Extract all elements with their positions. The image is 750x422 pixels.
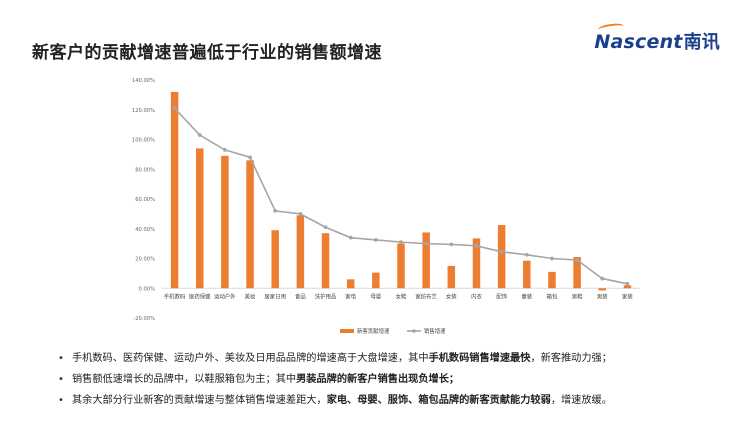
line-point <box>424 241 429 246</box>
bar <box>372 272 380 289</box>
y-tick-label: 140.00% <box>132 78 155 84</box>
bar <box>573 257 581 289</box>
bar <box>447 265 456 289</box>
bullet-text: 手机数码、医药保健、运动户外、美妆及日用品品牌的增速高于大盘增速，其中 <box>72 353 429 364</box>
x-tick-label: 洗护用品 <box>315 292 337 300</box>
legend-swatch-bar <box>340 329 354 333</box>
bar <box>497 225 506 289</box>
line-point <box>348 235 353 240</box>
line-point <box>248 155 252 160</box>
y-tick-label: 0.00% <box>139 286 156 292</box>
sales-growth-chart: 140.00% 120.00% 100.00% 80.00% 60.00% 40.00% 2… <box>132 78 640 335</box>
x-tick-label: 家装 <box>622 292 633 300</box>
line-point <box>273 209 278 213</box>
bullet-item: 手机数码、医药保健、运动户外、美妆及日用品品牌的增速高于大盘增速，其中手机数码销… <box>58 348 732 369</box>
x-tick-label: 箱包 <box>547 292 558 300</box>
y-tick-label: 40.00% <box>135 227 155 233</box>
line-series-group <box>172 106 630 286</box>
bullet-emphasis: 手机数码销售增速最快 <box>428 353 531 364</box>
bar <box>221 155 229 289</box>
line-point <box>524 252 529 257</box>
bullet-text: ，新客推动力强； <box>530 353 612 364</box>
bullet-item: 销售额低速增长的品牌中，以鞋服箱包为主；其中男装品牌的新客户销售出现负增长； <box>58 369 732 390</box>
chart-legend: 新客贡献增速 销售增速 <box>340 327 446 335</box>
line-point <box>298 211 303 216</box>
x-tick-label: 美妆 <box>245 292 256 300</box>
x-tick-label: 食品 <box>295 292 306 300</box>
y-axis-labels: 140.00% 120.00% 100.00% 80.00% 60.00% 40.00% 2… <box>132 78 155 322</box>
logo-latin: Nascent <box>594 31 683 53</box>
bar <box>397 243 405 289</box>
bar <box>170 91 179 289</box>
line-point <box>575 258 580 262</box>
line-point <box>373 238 378 242</box>
legend-marker <box>412 329 416 333</box>
x-tick-label: 医药保健 <box>189 292 211 300</box>
line-point <box>600 276 605 281</box>
bar <box>271 230 279 289</box>
x-axis-labels: 手机数码 医药保健 运动户外 美妆 居家日用 食品 洗护用品 家电 母婴 女鞋 家纺布艺 女装 内衣 配饰… <box>164 292 634 300</box>
bar <box>246 160 254 289</box>
line-point <box>474 243 479 248</box>
legend-label: 新客贡献增速 <box>357 327 390 335</box>
bar <box>195 148 204 289</box>
line-point <box>449 242 454 247</box>
brand-logo: Nascent南讯 <box>594 22 720 54</box>
bullet-emphasis: 家电、母婴、服饰、箱包品牌的新客贡献能力较弱 <box>326 395 551 406</box>
bar <box>523 260 531 289</box>
bullet-text: ，增速放缓。 <box>550 395 612 406</box>
x-tick-label: 男装 <box>597 292 608 300</box>
bar <box>321 233 330 289</box>
x-tick-label: 配饰 <box>496 292 507 300</box>
bar <box>346 279 355 289</box>
bar <box>422 232 430 289</box>
bar-series <box>170 91 632 291</box>
x-tick-label: 女装 <box>446 292 457 300</box>
line-point <box>197 133 202 137</box>
y-tick-label: 20.00% <box>135 257 155 263</box>
x-tick-label: 母婴 <box>370 293 381 300</box>
x-tick-label: 家电 <box>345 292 356 300</box>
y-tick-label: -20.00% <box>133 316 155 322</box>
bullet-text: 销售额低速增长的品牌中，以鞋服箱包为主；其中 <box>72 374 297 385</box>
x-tick-label: 运动户外 <box>214 292 236 300</box>
line-point <box>625 281 630 286</box>
bar <box>548 271 556 289</box>
bar <box>472 238 481 289</box>
y-tick-label: 120.00% <box>132 108 155 114</box>
x-tick-label: 男鞋 <box>572 292 583 300</box>
summary-bullets: 手机数码、医药保健、运动户外、美妆及日用品品牌的增速高于大盘增速，其中手机数码销… <box>58 348 732 411</box>
line-point <box>399 240 403 245</box>
line-point <box>172 106 177 111</box>
y-tick-label: 80.00% <box>135 167 155 173</box>
page-title: 新客户的贡献增速普遍低于行业的销售额增速 <box>32 43 382 63</box>
x-tick-label: 内衣 <box>471 292 482 300</box>
x-tick-label: 女鞋 <box>396 292 407 300</box>
bullet-item: 其余大部分行业新客的贡献增速与整体销售增速差距大，家电、母婴、服饰、箱包品牌的新… <box>58 390 732 411</box>
x-tick-label: 手机数码 <box>164 292 186 300</box>
bullet-emphasis: 男装品牌的新客户销售出现负增长； <box>296 374 460 385</box>
x-tick-label: 家纺布艺 <box>415 292 437 300</box>
bullet-text: 其余大部分行业新客的贡献增速与整体销售增速差距大， <box>72 395 327 406</box>
line-point <box>499 249 504 254</box>
x-tick-label: 童装 <box>521 292 532 300</box>
bar <box>296 215 305 289</box>
legend-label: 销售增速 <box>424 327 446 335</box>
line-point <box>550 256 554 261</box>
bar <box>623 285 632 289</box>
y-tick-label: 100.00% <box>132 138 155 144</box>
x-tick-label: 居家日用 <box>264 292 286 300</box>
bar <box>598 288 607 291</box>
y-tick-label: 60.00% <box>135 197 155 203</box>
logo-cn: 南讯 <box>683 32 720 53</box>
line-point <box>323 225 328 230</box>
line-point <box>222 148 227 152</box>
